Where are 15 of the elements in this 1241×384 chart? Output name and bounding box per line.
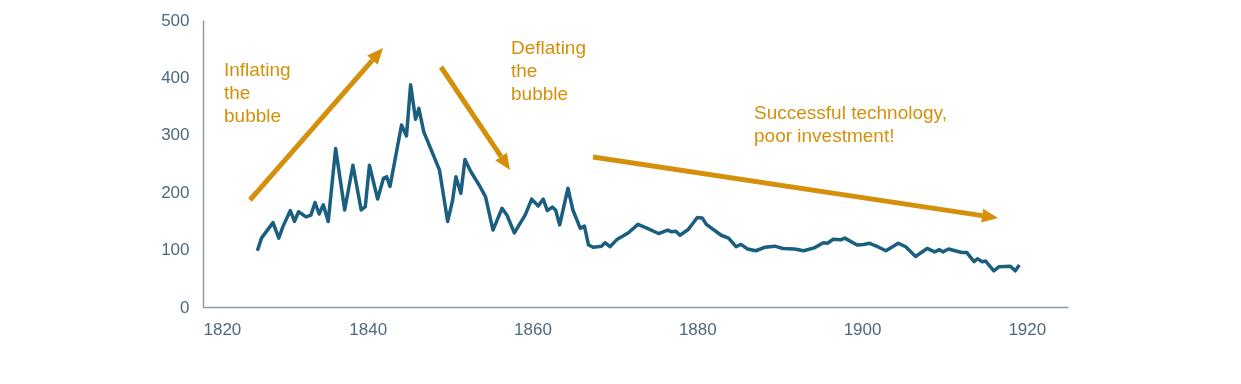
y-tick-label: 300 — [161, 125, 190, 145]
y-tick-label: 500 — [161, 10, 190, 30]
x-tick-label: 1860 — [514, 319, 552, 339]
annotation: Successful technology, poor investment! — [754, 101, 947, 147]
x-tick-label: 1820 — [203, 319, 242, 339]
x-tick-label: 1840 — [349, 319, 388, 339]
y-tick-label: 400 — [161, 67, 190, 87]
x-tick-label: 1880 — [678, 319, 717, 339]
y-tick-label: 200 — [161, 182, 190, 202]
annotation: Inflating the bubble — [224, 58, 291, 127]
x-tick-label: 1900 — [843, 319, 882, 339]
y-tick-label: 0 — [180, 297, 190, 317]
x-tick-label: 1920 — [1008, 319, 1047, 339]
y-tick-label: 100 — [161, 240, 190, 260]
annotation: Deflating the bubble — [511, 36, 586, 105]
